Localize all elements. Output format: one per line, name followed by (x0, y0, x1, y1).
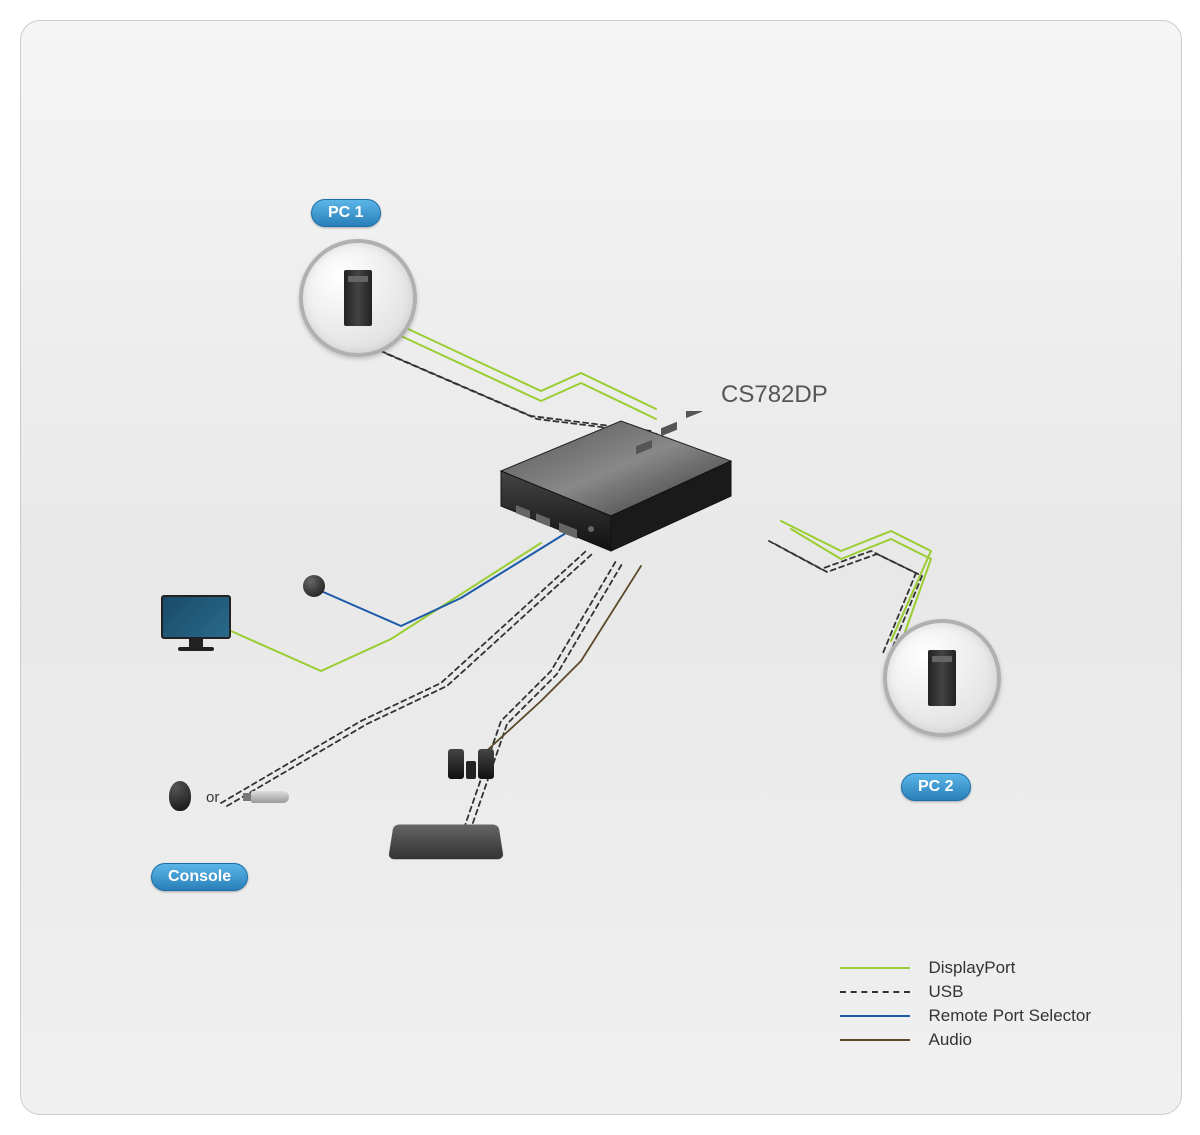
usb-stick-icon (251, 791, 289, 803)
pc2-node (883, 619, 1001, 737)
legend-row: Remote Port Selector (840, 1006, 1091, 1026)
legend-label: Audio (928, 1030, 971, 1050)
legend: DisplayPort USB Remote Port Selector Audio (840, 954, 1091, 1054)
connection-wires (21, 21, 1181, 1114)
kvm-switch-icon (481, 411, 741, 561)
or-label: or (206, 789, 219, 806)
pc-tower-icon (928, 650, 956, 706)
speakers-icon (446, 741, 496, 785)
pc1-badge: PC 1 (311, 199, 381, 227)
pc2-badge: PC 2 (901, 773, 971, 801)
legend-swatch (840, 967, 910, 969)
console-badge: Console (151, 863, 248, 891)
legend-row: USB (840, 982, 1091, 1002)
legend-row: DisplayPort (840, 958, 1091, 978)
legend-row: Audio (840, 1030, 1091, 1050)
remote-selector-icon (303, 575, 325, 597)
device-label: CS782DP (721, 381, 828, 409)
legend-label: DisplayPort (928, 958, 1015, 978)
legend-swatch (840, 1039, 910, 1041)
keyboard-icon (388, 825, 504, 860)
pc-tower-icon (344, 270, 372, 326)
legend-swatch (840, 1015, 910, 1017)
legend-label: Remote Port Selector (928, 1006, 1091, 1026)
diagram-frame: PC 1 PC 2 Console CS782DP (20, 20, 1182, 1115)
mouse-icon (169, 781, 191, 811)
monitor-icon (161, 595, 231, 645)
legend-swatch (840, 991, 910, 993)
pc1-node (299, 239, 417, 357)
legend-label: USB (928, 982, 963, 1002)
